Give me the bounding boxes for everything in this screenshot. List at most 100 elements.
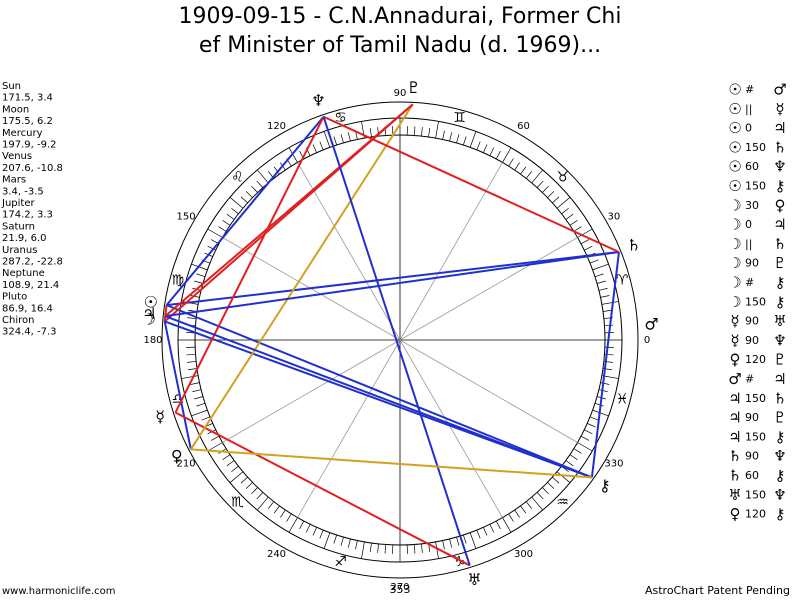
ring-tick (577, 442, 593, 452)
division-line (297, 162, 401, 341)
ring-tick (483, 144, 488, 153)
aspect-planet: ♃ (773, 119, 786, 137)
aspect-planet: ♄ (773, 138, 786, 156)
ring-tick (226, 460, 235, 467)
ring-tick (305, 524, 311, 533)
ring-tick (377, 543, 379, 553)
planet-position: 3.4, -3.5 (2, 186, 44, 197)
planet-name: Venus (2, 151, 32, 162)
aspect-planet: ♆ (773, 447, 786, 465)
ring-tick (476, 141, 481, 151)
division-line (399, 339, 503, 518)
aspect-planet: ♅ (728, 486, 741, 504)
ring-tick (186, 353, 196, 356)
aspect-kind: 150 (745, 295, 766, 308)
ring-tick (449, 132, 453, 142)
planet-position: 287.2, -22.8 (2, 257, 63, 268)
bottom-label: 353 (390, 583, 411, 596)
aspect-kind: 150 (745, 488, 766, 501)
ring-tick (231, 207, 239, 215)
ring-tick (552, 476, 560, 484)
planet-glyph: ♄ (627, 236, 641, 255)
aspect-kind: 90 (745, 411, 759, 424)
aspect-planet: ⚷ (775, 177, 786, 195)
planet-position: 207.6, -10.8 (2, 163, 63, 174)
ring-tick (187, 361, 197, 363)
ring-tick (231, 465, 239, 473)
ring-tick (442, 540, 445, 550)
ring-tick (196, 403, 206, 407)
ring-tick (463, 534, 467, 544)
planet-name: Jupiter (1, 198, 35, 209)
ring-tick (194, 396, 204, 400)
sign-glyph: ♏ (231, 495, 244, 511)
ring-tick (565, 460, 574, 467)
ring-tick (502, 517, 512, 533)
ring-tick (476, 529, 481, 539)
ring-tick (190, 295, 200, 298)
ring-tick (226, 213, 235, 220)
degree-label: 90 (394, 88, 407, 99)
aspect-planet: ☉ (728, 119, 741, 137)
ring-tick (520, 166, 527, 175)
ring-tick (520, 505, 527, 514)
ring-tick (273, 166, 280, 175)
ring-tick (333, 534, 337, 544)
ring-tick (573, 448, 582, 454)
ring-tick (435, 541, 439, 559)
ring-tick (280, 509, 286, 518)
footer-right: AstroChart Patent Pending (645, 584, 790, 597)
degree-label: 300 (514, 549, 533, 560)
aspect-line (165, 250, 620, 318)
ring-tick (602, 309, 612, 312)
aspect-planet: ☉ (728, 138, 741, 156)
planet-glyph: ♅ (467, 570, 481, 589)
ring-tick (319, 141, 324, 151)
aspect-kind: || (745, 237, 752, 250)
ring-tick (222, 220, 231, 226)
ring-tick (598, 287, 608, 291)
degree-label: 60 (517, 121, 530, 132)
ring-tick (413, 126, 416, 136)
planet-glyph: ♀ (171, 446, 183, 465)
title-line: ef Minister of Tamil Nadu (d. 1969)... (199, 33, 601, 58)
ring-tick (251, 487, 258, 495)
ring-tick (267, 501, 275, 509)
degree-label: 240 (267, 549, 286, 560)
sign-glyph: ♓ (616, 392, 629, 408)
aspect-planet: ♂ (728, 370, 741, 388)
degree-label: 270 (390, 582, 409, 593)
ring-tick (561, 207, 569, 215)
sign-glyph: ♍ (172, 272, 185, 288)
ring-tick (495, 150, 501, 160)
aspect-planet: ♂ (773, 81, 786, 99)
aspect-line (590, 251, 620, 478)
aspect-kind: 150 (745, 180, 766, 193)
aspect-planet: ☿ (730, 312, 739, 330)
ring-tick (577, 228, 593, 238)
ring-tick (508, 513, 514, 522)
ring-tick (556, 197, 571, 209)
aspect-planet: ☽ (728, 293, 741, 311)
aspect-kind: || (745, 102, 752, 115)
ring-tick (601, 301, 619, 305)
aspect-line (174, 116, 325, 413)
ring-tick (323, 532, 331, 549)
aspect-planet: ♀ (730, 505, 741, 523)
ring-tick (584, 429, 593, 435)
ring-tick (514, 509, 520, 518)
ring-tick (207, 245, 216, 251)
ring-tick (589, 416, 599, 421)
aspect-kind: 90 (745, 450, 759, 463)
ring-tick (604, 324, 614, 327)
planet-name: Moon (2, 104, 29, 115)
ring-tick (288, 147, 298, 163)
aspect-planet: ♄ (773, 389, 786, 407)
degree-label: 120 (267, 121, 286, 132)
aspect-planet: ♆ (773, 486, 786, 504)
aspect-planet: ♆ (773, 331, 786, 349)
aspect-planet: ⚷ (775, 467, 786, 485)
ring-tick (435, 121, 439, 139)
ring-tick (469, 532, 477, 549)
division-line (399, 237, 578, 341)
